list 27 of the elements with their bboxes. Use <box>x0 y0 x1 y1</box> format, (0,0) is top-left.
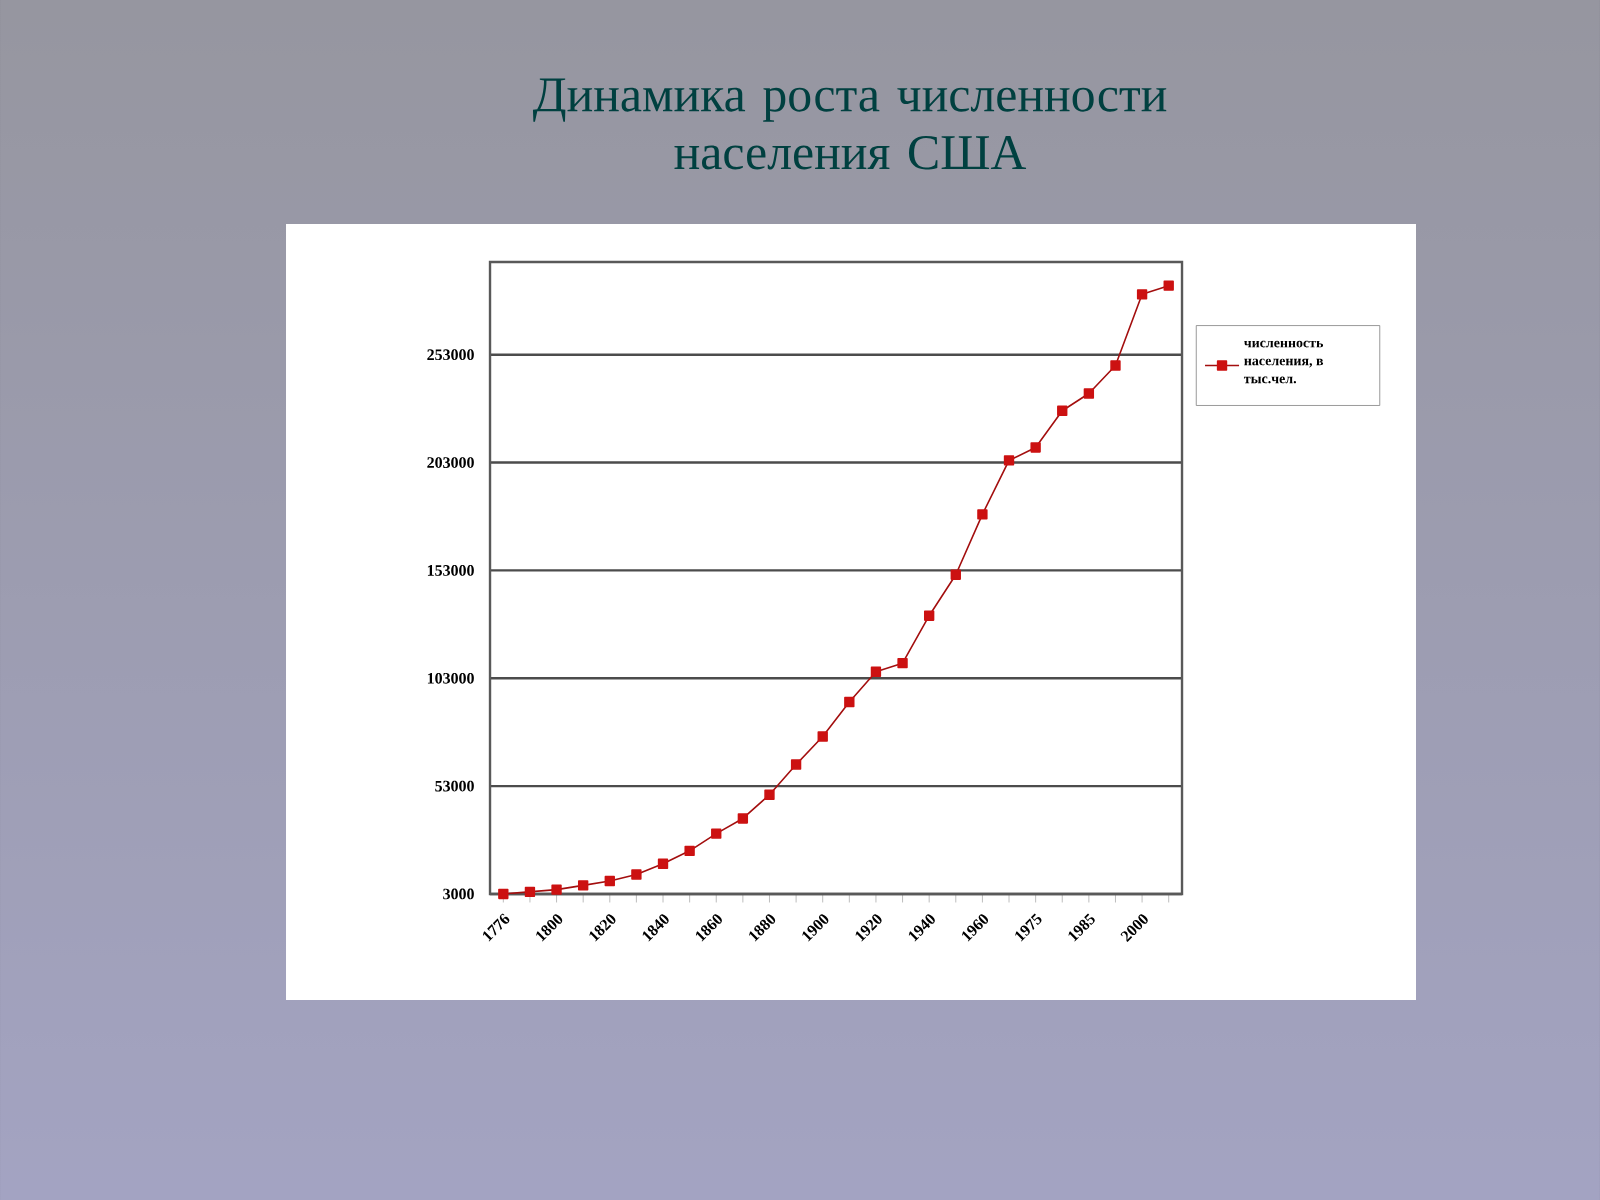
point <box>1110 360 1121 371</box>
point <box>604 875 615 887</box>
point <box>1083 388 1095 399</box>
point <box>711 828 722 839</box>
point <box>524 886 536 897</box>
point <box>844 696 855 708</box>
point <box>897 657 908 669</box>
point <box>1057 405 1068 416</box>
point <box>1003 455 1015 466</box>
point <box>577 880 589 891</box>
point <box>977 509 988 520</box>
point <box>551 884 562 895</box>
point <box>1030 442 1041 453</box>
point <box>950 569 961 580</box>
point <box>657 858 669 869</box>
point <box>870 666 882 677</box>
point <box>1136 289 1148 300</box>
point <box>631 869 642 880</box>
point <box>790 759 802 770</box>
point <box>923 610 935 621</box>
point <box>764 789 775 800</box>
chart-title: Динамика роста численности населения США <box>532 78 1167 170</box>
point <box>737 813 749 824</box>
point <box>1163 280 1174 291</box>
point <box>817 731 828 742</box>
point <box>684 845 695 857</box>
point <box>498 888 509 900</box>
